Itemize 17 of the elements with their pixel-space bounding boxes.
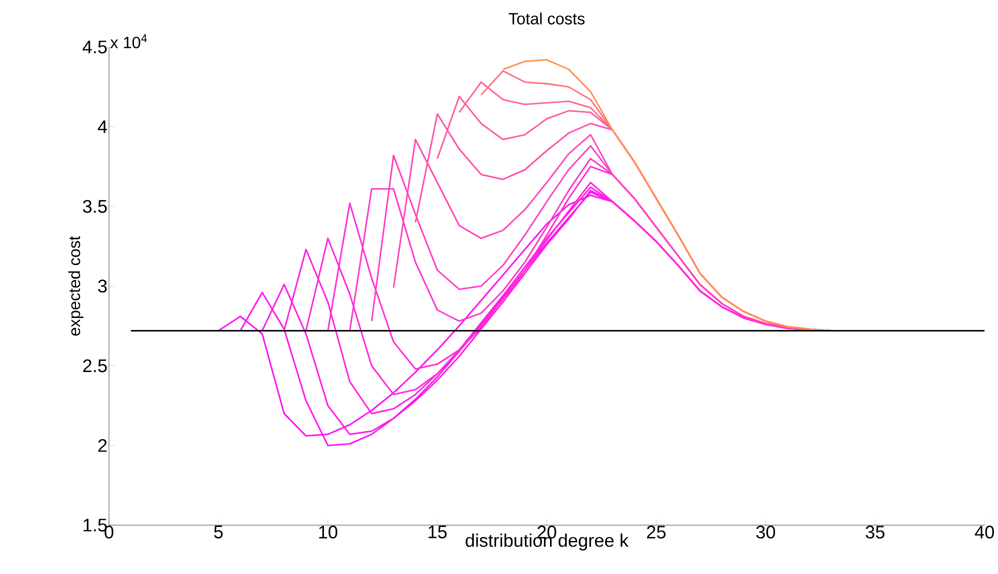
y-axis-title: expected cost xyxy=(68,236,84,336)
y-tick-label: 4 xyxy=(98,120,107,133)
x-tick-label: 40 xyxy=(974,526,994,538)
y-tick-label: 3.5 xyxy=(82,200,107,213)
y-tick-label: 1.5 xyxy=(84,518,107,532)
x-tick-label: 5 xyxy=(214,526,223,538)
chart-title: Total costs xyxy=(508,12,585,24)
x-tick-label: 35 xyxy=(866,526,884,538)
x-tick-label: 10 xyxy=(319,526,338,538)
y-tick-label: 4.5 xyxy=(82,40,107,54)
y-tick-label: 2 xyxy=(98,439,107,452)
y-tick-label: 3 xyxy=(98,280,107,292)
y-tick-label: 2.5 xyxy=(83,359,107,372)
x-tick-label: 25 xyxy=(647,526,666,538)
annotation: x 10$^{4}$ xyxy=(110,34,147,48)
x-tick-label: 15 xyxy=(428,526,447,538)
x-tick-label: 30 xyxy=(756,526,776,538)
